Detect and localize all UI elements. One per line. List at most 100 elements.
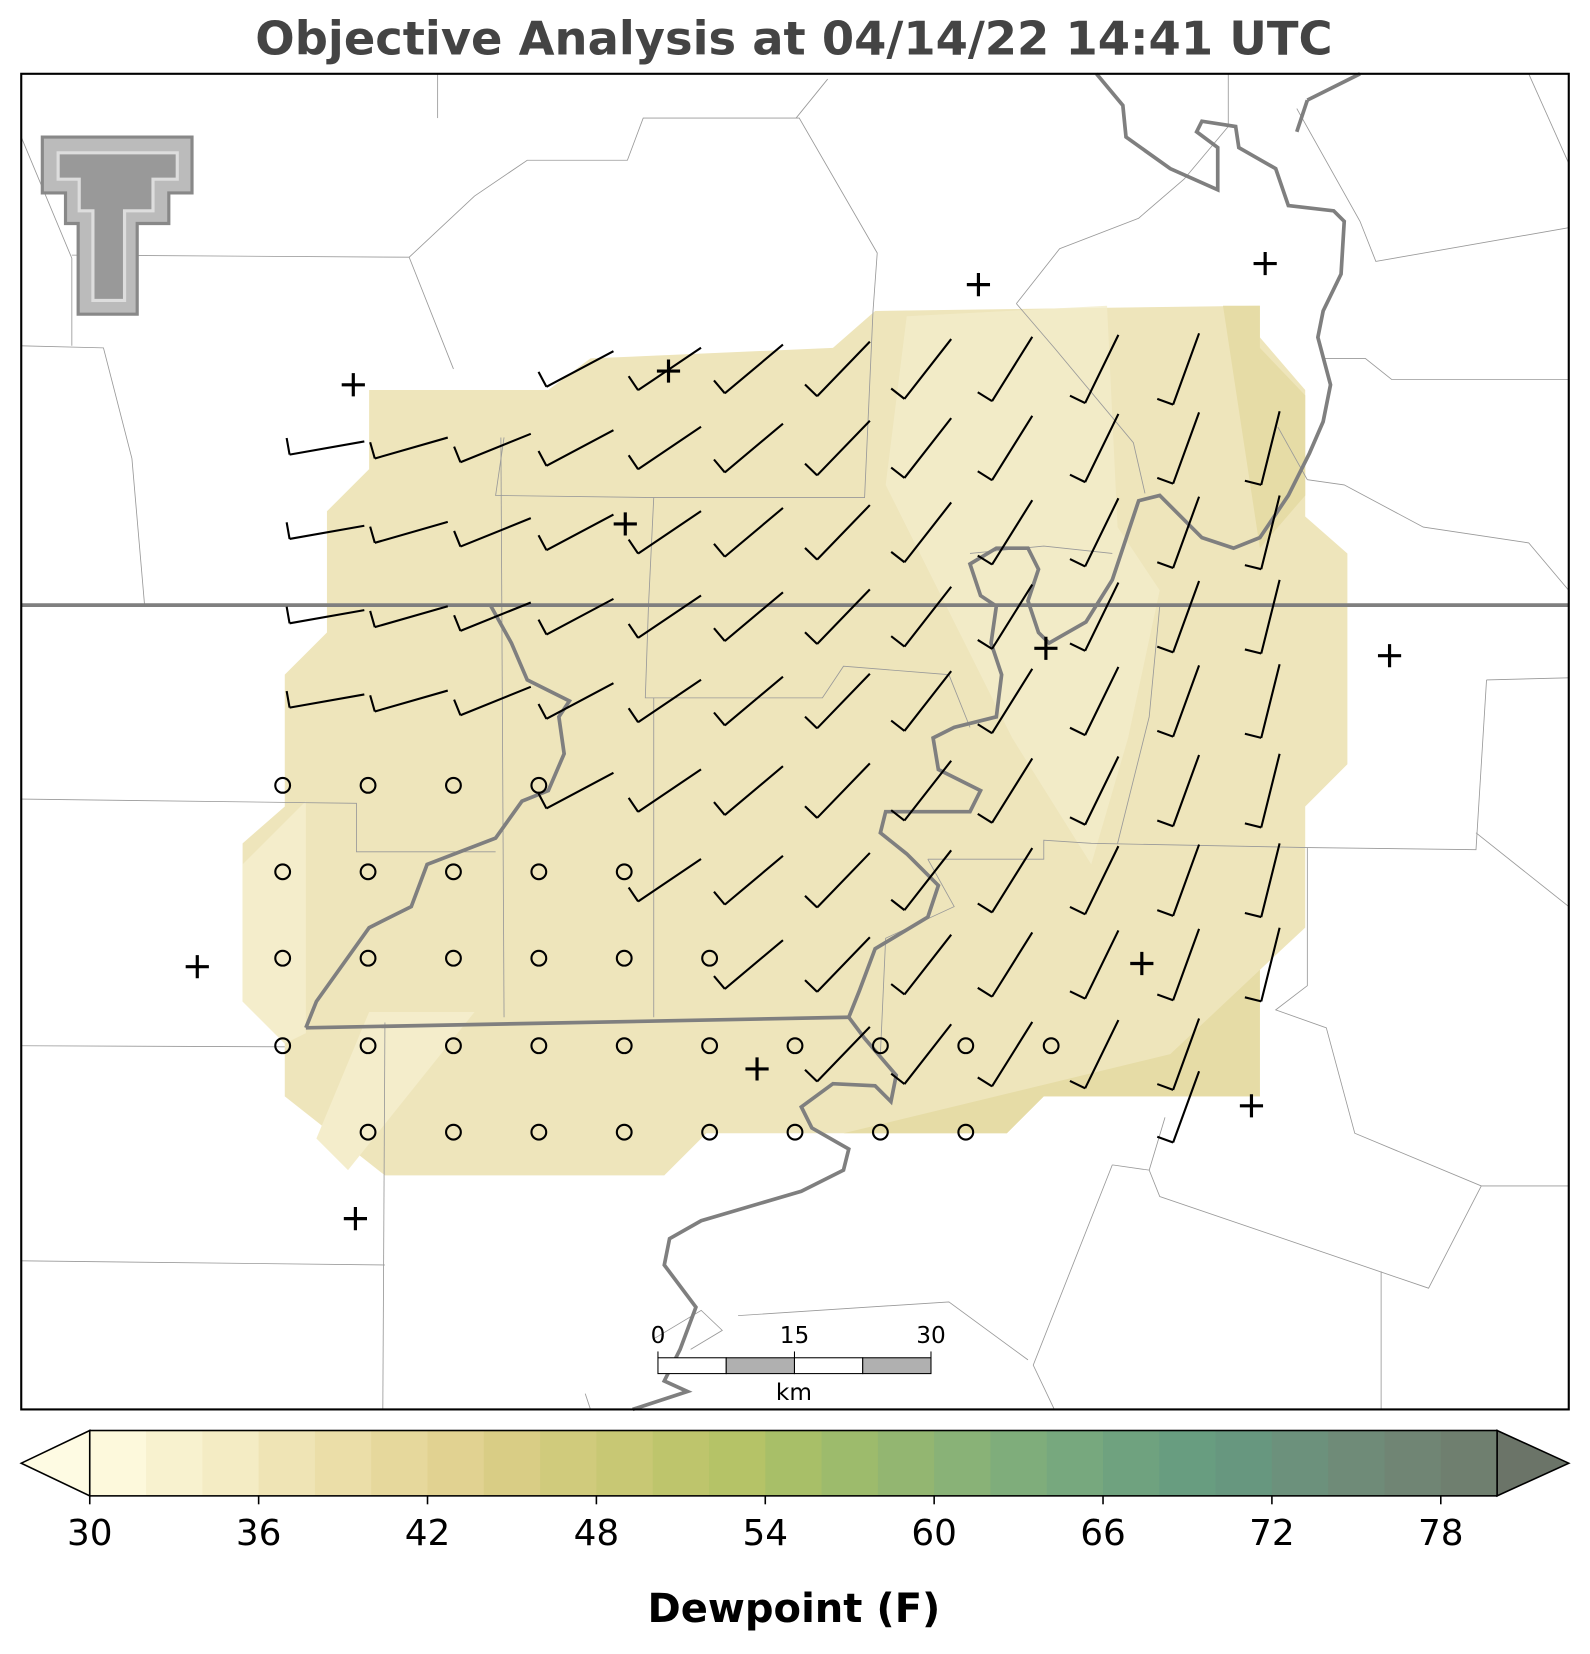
colorbar-box <box>258 1430 316 1496</box>
station-plus <box>1034 636 1058 660</box>
wind-barb <box>713 765 784 816</box>
scale-bar: km 0 15 30 <box>651 1322 946 1406</box>
wind-barb <box>537 682 614 720</box>
colorbar-tick-label: 78 <box>1418 1513 1464 1554</box>
calm-circle <box>445 863 462 881</box>
calm-circle <box>274 776 292 794</box>
wind-barb <box>890 1023 953 1085</box>
colorbar-box <box>1271 1430 1329 1496</box>
colorbar-box <box>146 1430 203 1496</box>
colorbar-box <box>540 1430 597 1496</box>
wind-barb <box>627 425 702 471</box>
station-plus <box>613 512 637 536</box>
colorbar-box <box>652 1430 710 1496</box>
scale-segment <box>725 1357 795 1375</box>
wind-barb <box>285 690 365 709</box>
wind-barb <box>1156 496 1201 570</box>
wind-barb <box>1156 332 1201 406</box>
wind-barb <box>369 689 449 713</box>
wind-barb <box>1069 756 1120 826</box>
colorbar-box <box>202 1430 260 1496</box>
scale-segment <box>862 1357 932 1375</box>
colorbar-tick-label: 60 <box>911 1513 957 1554</box>
wind-barb <box>890 849 953 911</box>
colorbar-box <box>821 1430 879 1496</box>
colorbar-box <box>483 1430 541 1496</box>
calm-circle <box>701 1123 719 1141</box>
colorbar-box <box>1215 1430 1273 1496</box>
colorbar-label: Dewpoint (F) <box>648 1586 941 1632</box>
wind-barb <box>977 757 1034 824</box>
calm-circle <box>274 1037 292 1055</box>
wind-barb <box>1069 845 1120 916</box>
wind-barb <box>1156 1070 1201 1144</box>
wind-barb <box>537 350 614 388</box>
county-lines <box>20 73 1570 1410</box>
wind-barb <box>1069 929 1120 1000</box>
colorbar-tick-label: 30 <box>67 1513 113 1554</box>
colorbar-box <box>314 1430 372 1496</box>
wind-barb <box>1156 665 1201 738</box>
colorbar-over <box>1496 1429 1571 1498</box>
colorbar-box <box>765 1430 823 1496</box>
calm-circle <box>701 949 719 967</box>
wind-barb <box>713 507 784 558</box>
station-plus <box>1239 1094 1264 1118</box>
colorbar-box <box>427 1430 485 1496</box>
calm-circle <box>445 949 462 967</box>
wind-barb <box>1244 410 1281 486</box>
wind-barb <box>627 678 702 724</box>
colorbar-box <box>877 1430 935 1496</box>
colorbar: Dewpoint (F) 30 36 42 48 54 60 66 72 78 <box>19 1429 1571 1632</box>
wind-barb <box>453 685 532 717</box>
wind-barb <box>453 601 532 632</box>
wind-barb <box>1244 843 1281 919</box>
colorbar-box <box>1103 1430 1160 1496</box>
wind-barb <box>977 583 1034 650</box>
wind-barb <box>890 338 953 400</box>
colorbar-box <box>708 1430 766 1496</box>
colorbar-box <box>371 1430 429 1496</box>
wind-barb <box>890 934 953 996</box>
wind-barb <box>890 670 953 732</box>
title: Objective Analysis at 04/14/22 14:41 UTC <box>255 12 1332 66</box>
wind-barb <box>804 588 871 645</box>
wind-barb <box>890 501 953 564</box>
scale-segment <box>657 1357 727 1375</box>
wind-barb <box>977 415 1034 482</box>
map: km 0 15 30 <box>20 72 1570 1412</box>
colorbar-tick-label: 72 <box>1249 1513 1295 1554</box>
wind-barb <box>627 858 702 903</box>
wind-barb <box>713 422 784 474</box>
station-plus <box>745 1057 769 1081</box>
dewpoint-shading-light <box>242 801 475 1171</box>
wind-barb <box>369 520 449 544</box>
calm-circle <box>786 1037 804 1055</box>
wind-barb <box>890 586 953 648</box>
logo <box>40 135 194 316</box>
colorbar-box <box>934 1430 991 1496</box>
wind-barb <box>627 510 702 555</box>
calm-circle <box>615 1037 633 1055</box>
colorbar-box <box>596 1430 654 1496</box>
station-plus <box>1253 251 1277 276</box>
wind-barb <box>1069 1019 1120 1090</box>
colorbar-under <box>19 1429 91 1498</box>
calm-circle <box>1042 1037 1060 1055</box>
wind-barb <box>369 605 449 629</box>
wind-barb <box>1069 334 1120 405</box>
wind-barb <box>1156 580 1201 654</box>
colorbar-tick-label: 48 <box>574 1513 620 1554</box>
wind-barb <box>890 417 953 479</box>
calm-circle <box>615 1123 633 1141</box>
calm-circle <box>871 1123 889 1141</box>
wind-barb <box>977 499 1034 566</box>
calm-circle <box>445 1123 462 1141</box>
colorbar-box <box>89 1430 147 1496</box>
wind-barb <box>977 336 1034 403</box>
scale-tick-label: 30 <box>916 1322 946 1349</box>
scale-segment <box>793 1357 864 1375</box>
station-plus <box>343 1207 368 1231</box>
wind-barb <box>804 672 871 730</box>
wind-barb <box>1156 754 1201 828</box>
